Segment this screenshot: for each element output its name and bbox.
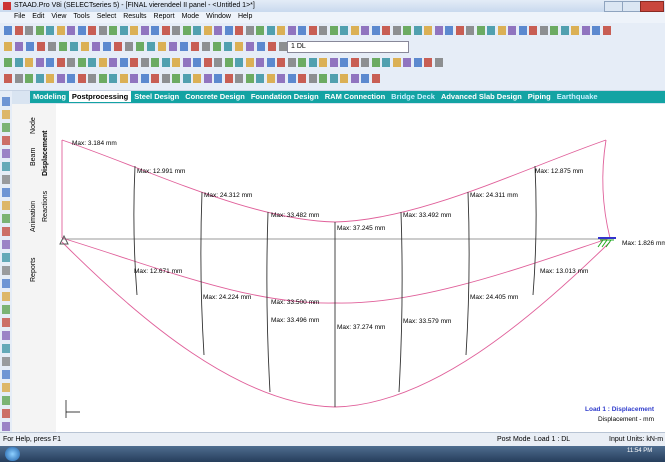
displacement-label: Max: 33.579 mm bbox=[403, 318, 451, 325]
legend-load: Load 1 : Displacement bbox=[585, 406, 655, 413]
displacement-label: Max: 3.184 mm bbox=[72, 140, 117, 147]
taskbar: 11:54 PM bbox=[0, 446, 665, 462]
displacement-label: Max: 24.405 mm bbox=[470, 294, 518, 301]
displacement-label: Max: 1.826 mm bbox=[622, 240, 665, 247]
deformed-bottom-chord bbox=[62, 242, 610, 407]
member bbox=[603, 140, 610, 238]
displacement-label: Max: 33.496 mm bbox=[271, 317, 319, 324]
member bbox=[134, 166, 137, 295]
displacement-label: Max: 33.500 mm bbox=[271, 299, 319, 306]
displacement-label: Max: 24.311 mm bbox=[470, 192, 518, 199]
page: STAAD.Pro V8i (SELECTseries 5) - [FINAL … bbox=[0, 0, 665, 462]
axis-triad bbox=[66, 400, 80, 418]
status-load: Load 1 : DL bbox=[534, 436, 570, 443]
support bbox=[60, 236, 68, 244]
member bbox=[533, 166, 536, 295]
displacement-label: Max: 24.312 mm bbox=[204, 192, 252, 199]
status-mode: Post Mode bbox=[497, 436, 530, 443]
status-help: For Help, press F1 bbox=[3, 436, 61, 443]
displacement-label: Max: 37.245 mm bbox=[337, 225, 385, 232]
displacement-label: Max: 12.875 mm bbox=[535, 168, 583, 175]
displacement-label: Max: 37.274 mm bbox=[337, 324, 385, 331]
displacement-label: Max: 24.224 mm bbox=[203, 294, 251, 301]
structure-diagram: Max: 3.184 mm Max: 12.991 mm Max: 24.312 m… bbox=[0, 0, 665, 462]
start-button[interactable] bbox=[5, 447, 20, 461]
status-units: Input Units: kN-m bbox=[609, 436, 663, 443]
displacement-label: Max: 33.492 mm bbox=[403, 212, 451, 219]
displacement-label: Max: 13.013 mm bbox=[540, 268, 588, 275]
status-bar: For Help, press F1 Post Mode Load 1 : DL… bbox=[0, 432, 665, 447]
displacement-label: Max: 33.482 mm bbox=[271, 212, 319, 219]
displacement-label: Max: 12.991 mm bbox=[137, 168, 185, 175]
deformed-top-chord bbox=[62, 140, 606, 222]
displacement-label: Max: 12.671 mm bbox=[134, 268, 182, 275]
member bbox=[201, 192, 204, 355]
legend-units: Displacement - mm bbox=[598, 416, 654, 423]
clock: 11:54 PM bbox=[627, 448, 652, 454]
member bbox=[466, 192, 469, 355]
